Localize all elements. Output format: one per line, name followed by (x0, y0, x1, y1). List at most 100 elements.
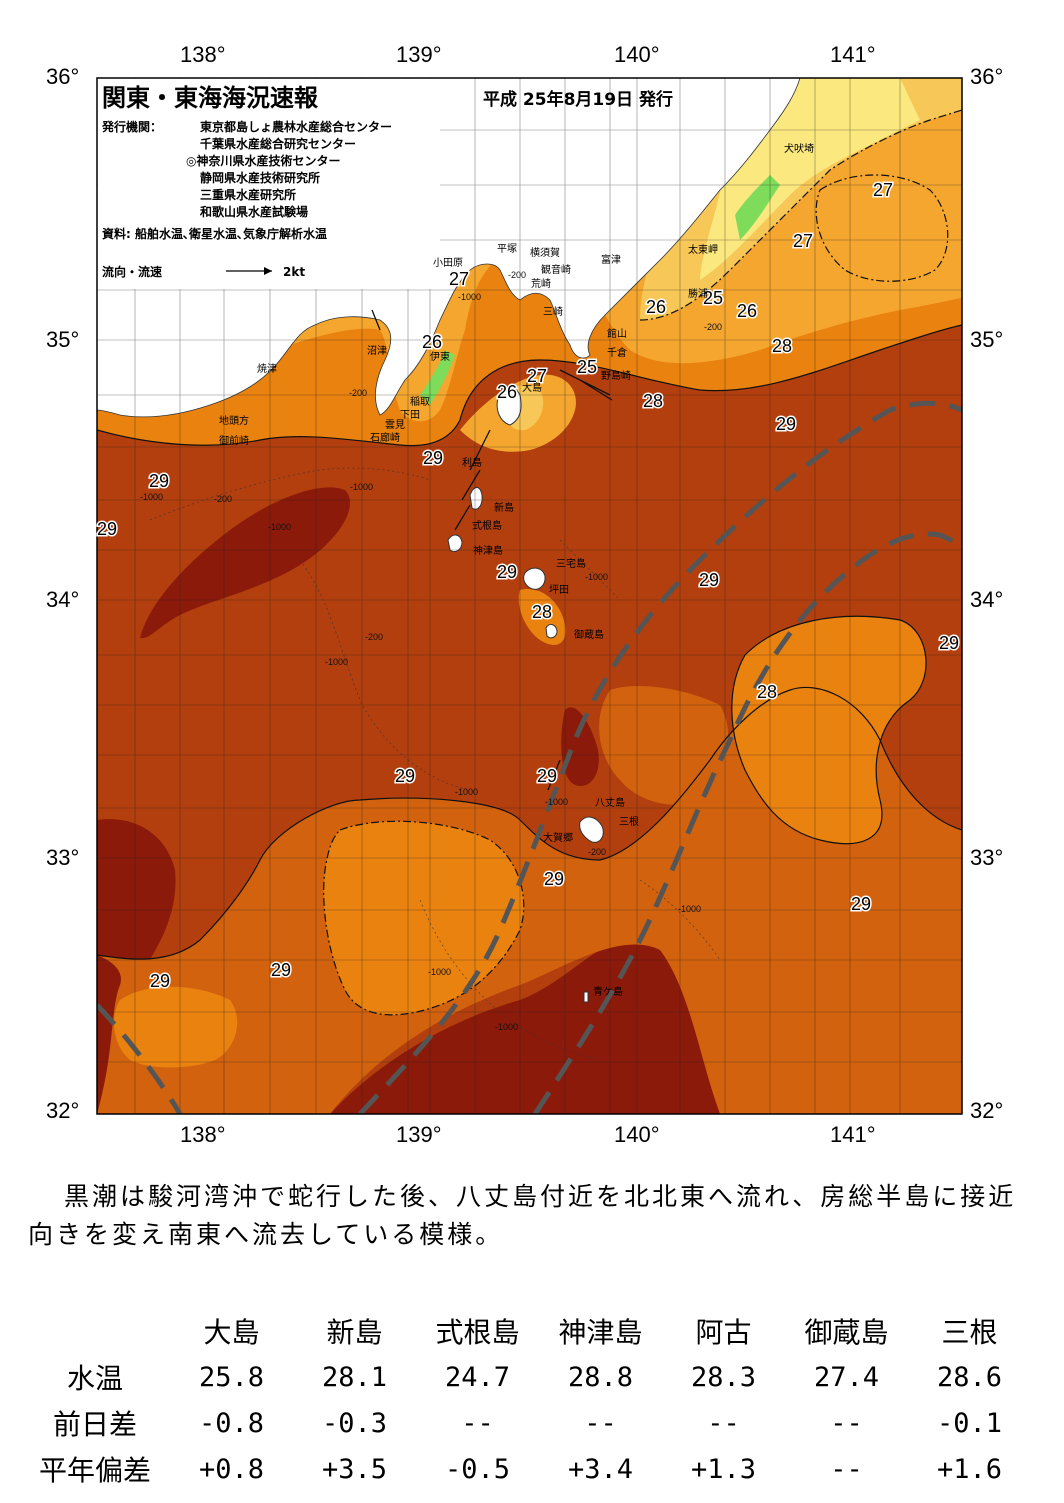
kuroshio-east-path (532, 531, 962, 1114)
sst-patch-dark-hachijo (561, 707, 599, 786)
iso-label: 29 (97, 519, 117, 539)
table-cell: +3.5 (321, 1453, 388, 1485)
place-omaezaki: 御前崎 (219, 434, 249, 447)
place-kumomi: 雲見 (385, 419, 405, 431)
iso-label: 29 (149, 471, 169, 491)
table-cell: +0.8 (198, 1453, 265, 1485)
lon-bottom-140: 140° (614, 1122, 660, 1147)
iso-label: 29 (851, 894, 871, 914)
iso-label: 28 (757, 682, 777, 702)
iso-label: 26 (497, 382, 517, 402)
flow-legend-label: 流向・流速 (102, 264, 162, 279)
place-miyakejima: 三宅島 (556, 557, 586, 570)
iso-label: 27 (793, 231, 813, 251)
depth-label: -200 (365, 632, 383, 642)
table-cell: +3.4 (567, 1453, 634, 1485)
iso-label: 26 (646, 297, 666, 317)
place-odawara: 小田原 (433, 257, 463, 269)
sst-patch-dark-south (330, 939, 740, 1114)
iso-label: 29 (939, 633, 959, 653)
depth-label: -1000 (678, 904, 701, 914)
row-label: 平年偏差 (38, 1454, 151, 1487)
table-row: 水温 25.8 28.1 24.7 28.8 28.3 27.4 28.6 (20, 1354, 1031, 1400)
depth-label: -200 (349, 388, 367, 398)
depth-label: -1000 (495, 1022, 518, 1032)
sst-zone-28-south (323, 821, 524, 1015)
table-cell: 28.6 (936, 1361, 1003, 1393)
depth-label: -200 (588, 847, 606, 857)
issuer-label: 発行機関： (101, 119, 162, 134)
summary-text: 黒潮は駿河湾沖で蛇行した後、八丈島付近を北北東へ流れ、房総半島に接近向きを変え南… (28, 1182, 1017, 1249)
place-mitsune: 三根 (619, 815, 639, 828)
iso-label: 27 (527, 366, 547, 386)
map-frame (96, 77, 963, 1115)
table-header-row: 大島 新島 式根島 神津島 阿古 御蔵島 三根 (20, 1308, 1031, 1354)
coast-green-strip-izu (420, 350, 455, 405)
depth-label: -1000 (585, 572, 608, 582)
place-names: 犬吠埼 太東岬 勝浦 富津 観音崎 横須賀 平塚 小田原 荒崎 三崎 館山 千倉… (219, 142, 814, 998)
lat-left-35: 35° (46, 327, 79, 352)
table-cell: -0.8 (198, 1407, 265, 1439)
table-row: 前日差 -0.8 -0.3 -- -- -- -- -0.1 (20, 1400, 1031, 1446)
kuroshio-axis (97, 400, 962, 1114)
table-cell: -0.3 (321, 1407, 388, 1439)
issuer-3: ◎神奈川県水産技術センター (186, 153, 340, 168)
table-cell: 28.3 (690, 1361, 757, 1393)
table-cell: 28.1 (321, 1361, 388, 1393)
table-cell: +1.3 (690, 1453, 757, 1485)
depth-label: -1000 (325, 657, 348, 667)
place-numazu: 沼津 (367, 344, 387, 357)
table-corner (20, 1308, 170, 1354)
lon-top-140: 140° (614, 42, 660, 67)
table-cell: 25.8 (198, 1361, 265, 1393)
iso-label: 29 (699, 570, 719, 590)
lat-left-36: 36° (46, 64, 79, 89)
sst-zone-28-sw (114, 986, 238, 1068)
place-futtsu: 富津 (601, 253, 621, 266)
column-header: 新島 (326, 1316, 383, 1349)
lat-right-32: 32° (970, 1098, 1003, 1123)
depth-label: -200 (214, 494, 232, 504)
place-nojimazaki: 野島崎 (601, 369, 631, 382)
iso-label: 29 (537, 766, 557, 786)
lon-top-138: 138° (180, 42, 226, 67)
lat-right-35: 35° (970, 327, 1003, 352)
table-cell: 28.8 (567, 1361, 634, 1393)
table-row: 平年偏差 +0.8 +3.5 -0.5 +3.4 +1.3 -- +1.6 (20, 1446, 1031, 1492)
map-title: 関東・東海海況速報 (102, 84, 319, 112)
iso-label: 29 (544, 869, 564, 889)
iso-label: 25 (703, 288, 723, 308)
place-shimoda: 下田 (400, 410, 420, 421)
iso-label: 29 (395, 766, 415, 786)
lat-left-32: 32° (46, 1098, 79, 1123)
place-hiratsuka: 平塚 (497, 243, 517, 255)
place-toshima: 利島 (462, 456, 482, 469)
place-shikinejima: 式根島 (472, 519, 502, 532)
table-cell: -0.1 (936, 1407, 1003, 1439)
place-aogashima: 青ケ島 (593, 985, 623, 998)
place-inatori: 稲取 (410, 396, 430, 408)
place-chikura: 千倉 (607, 346, 627, 359)
issue-date: 平成 25年8月19日 発行 (483, 89, 673, 110)
flow-legend-arrowhead-icon (264, 267, 272, 275)
iso-label: 27 (449, 269, 469, 289)
iso-label: 29 (423, 448, 443, 468)
row-label: 水温 (66, 1362, 123, 1395)
table-cell: -- (707, 1407, 740, 1439)
sst-zone-28-5-south (97, 687, 962, 1114)
lon-bottom-141: 141° (830, 1122, 876, 1147)
table-cell: -- (461, 1407, 494, 1439)
sst-zone-27-east (816, 175, 948, 282)
depth-labels: -200 -1000 -200 -200 -1000 -1000 -1000 -… (140, 270, 722, 1032)
axis-labels: 138° 139° 140° 141° 138° 139° 140° 141° … (46, 42, 1003, 1147)
place-yaizu: 焼津 (257, 363, 277, 375)
table-cell: -- (830, 1407, 863, 1439)
iso-label: 26 (422, 332, 442, 352)
place-yokosuka: 横須賀 (530, 246, 560, 259)
iso-label: 29 (776, 414, 796, 434)
lat-right-36: 36° (970, 64, 1003, 89)
iso-label: 25 (577, 357, 597, 377)
kuroshio-inner-path (358, 400, 962, 1114)
table-cell: 27.4 (813, 1361, 880, 1393)
